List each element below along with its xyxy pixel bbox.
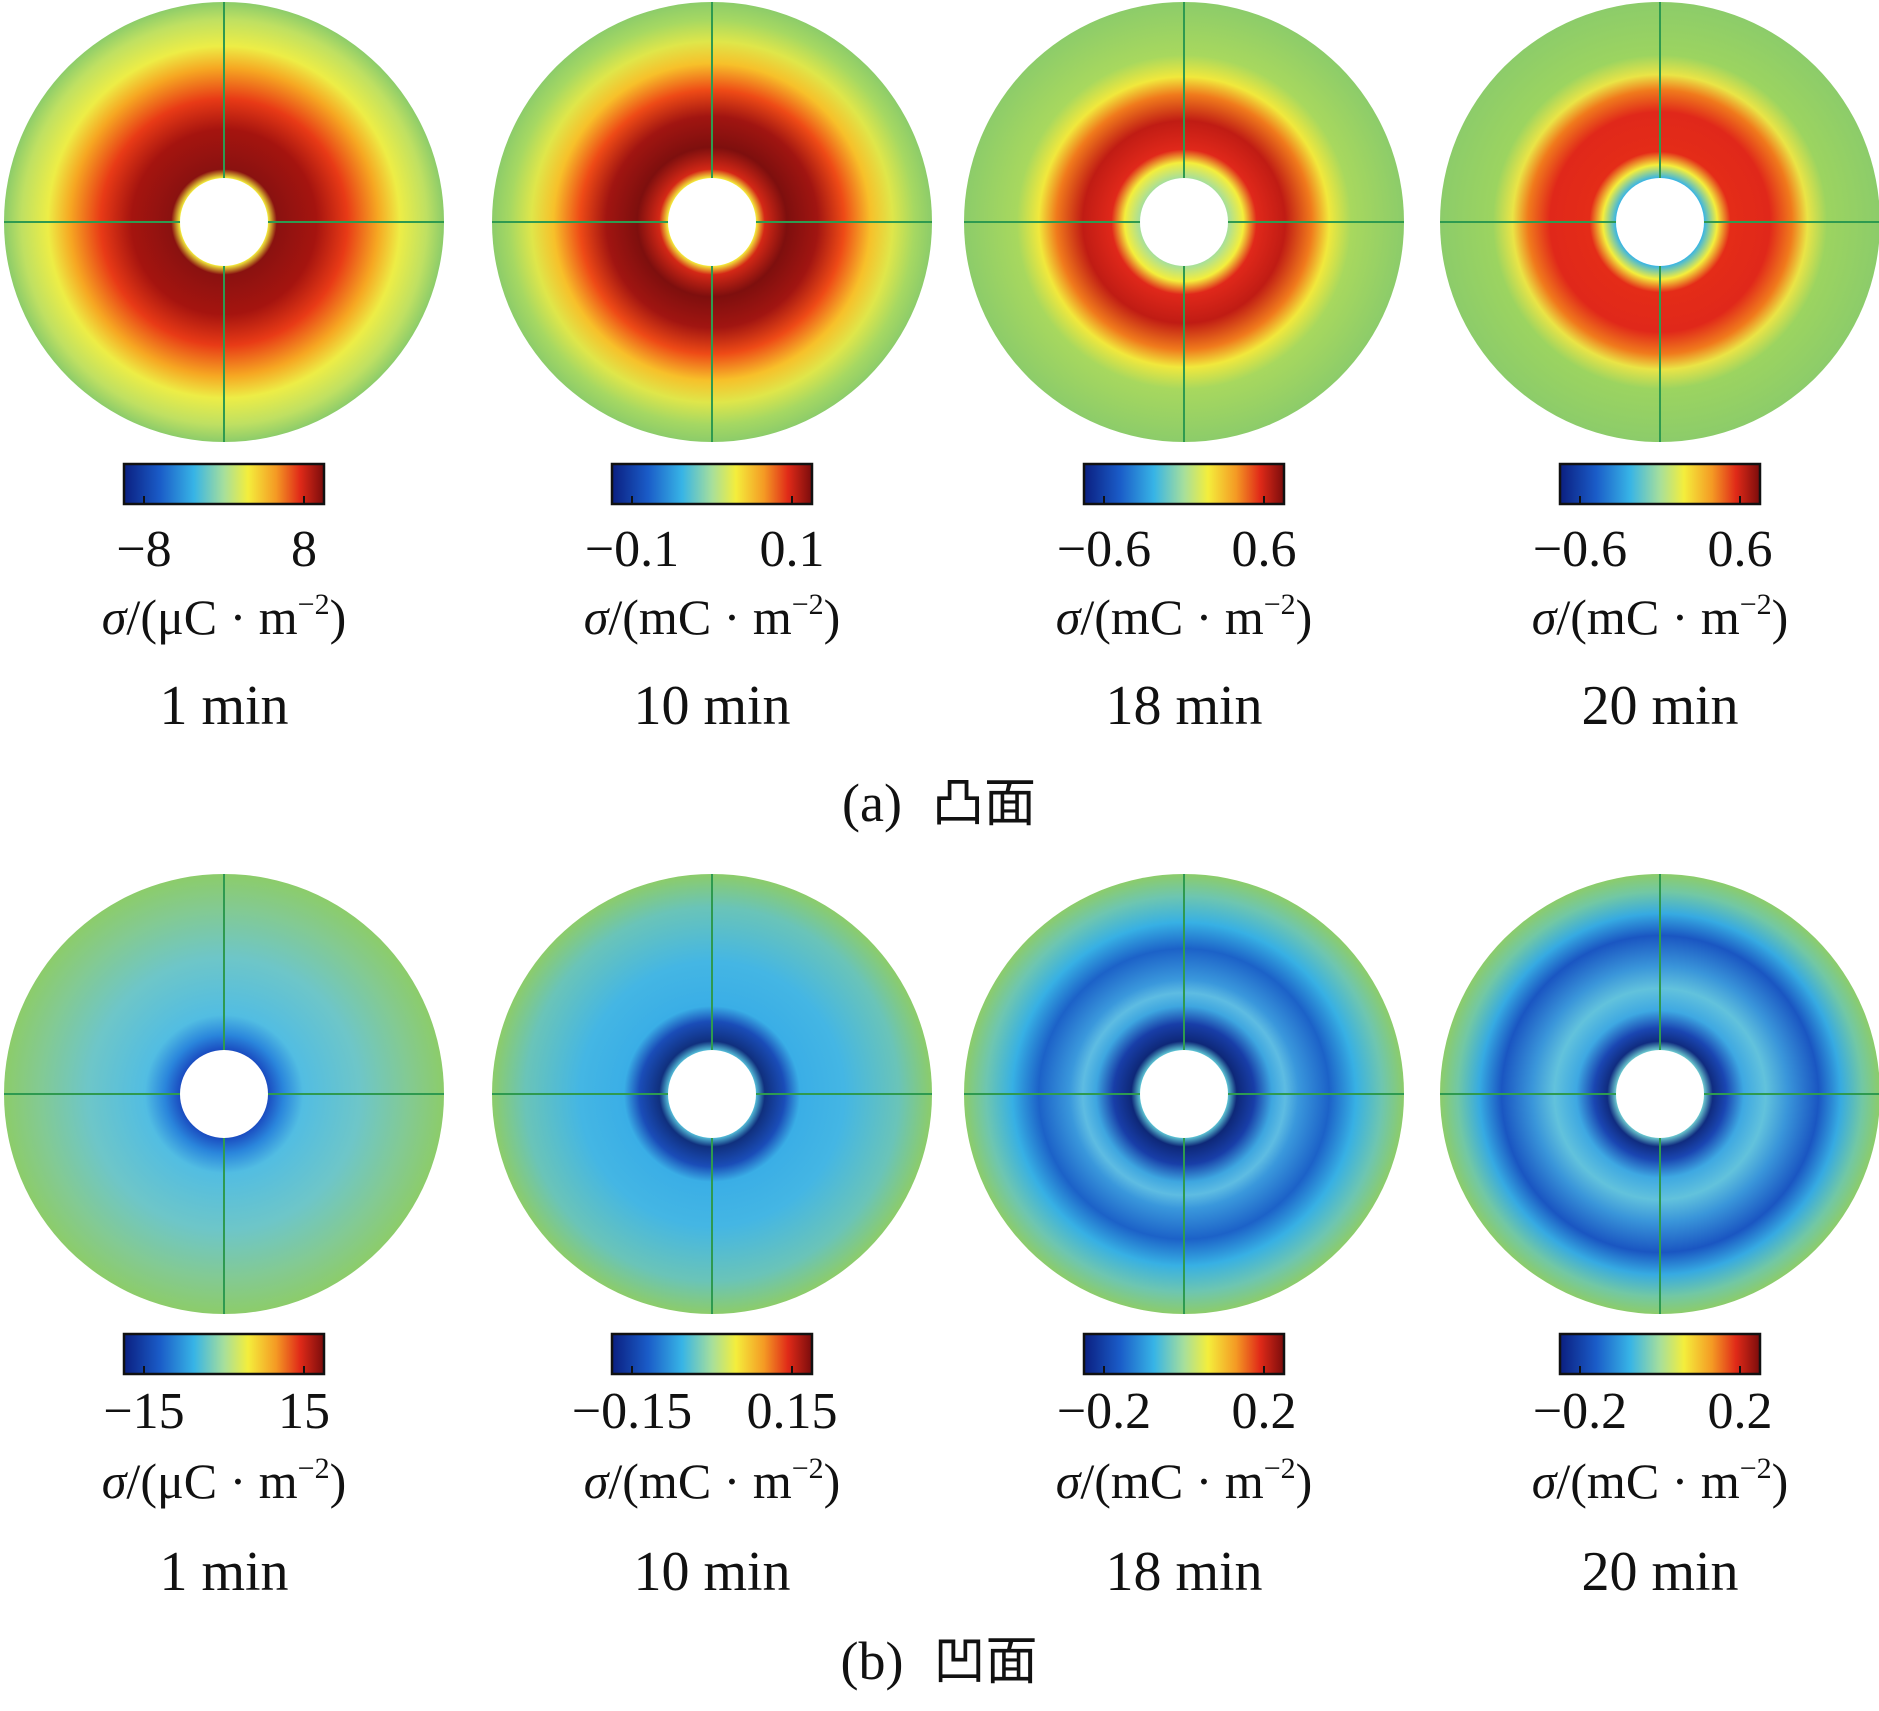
- colorbar-max-label: 0.1: [759, 521, 825, 578]
- colorbar: [1082, 462, 1286, 506]
- colorbar-max-label: 0.6: [1231, 521, 1297, 578]
- panel-a-caption: (a) 凸面: [842, 776, 1036, 830]
- disc-plot-a-3: [964, 2, 1404, 442]
- colorbar-max-label: 0.15: [746, 1383, 838, 1440]
- center-hole: [180, 178, 268, 266]
- time-label: 1 min: [159, 675, 289, 737]
- time-label: 20 min: [1581, 675, 1739, 737]
- colorbar-gradient: [1558, 462, 1762, 506]
- colorbar-gradient: [610, 1332, 814, 1376]
- colorbar-min-label: −0.15: [571, 1383, 693, 1440]
- panel-b-label: (b): [840, 1631, 904, 1691]
- colorbar-unit-label: σ/(mC · m−2): [1055, 588, 1313, 645]
- colorbar-min-label: −0.6: [1056, 521, 1152, 578]
- center-hole: [1140, 178, 1228, 266]
- colorbar-gradient: [610, 462, 814, 506]
- colorbar: [122, 462, 326, 506]
- colorbar-gradient: [122, 462, 326, 506]
- panel-b-caption-text: 凹面: [933, 1632, 1038, 1692]
- center-hole: [668, 1050, 756, 1138]
- colorbar: [1558, 1332, 1762, 1376]
- time-label: 10 min: [633, 675, 791, 737]
- colorbar-max-label: 0.2: [1231, 1383, 1297, 1440]
- colorbar-min-label: −0.2: [1056, 1383, 1152, 1440]
- colorbar-gradient: [1558, 1332, 1762, 1376]
- colorbar: [610, 1332, 814, 1376]
- disc-plot-a-4: [1440, 2, 1879, 442]
- colorbar-min-label: −0.2: [1532, 1383, 1628, 1440]
- colorbar-unit-label: σ/(mC · m−2): [1531, 1452, 1789, 1509]
- colorbar-min-label: −15: [103, 1383, 185, 1440]
- time-label: 18 min: [1105, 1541, 1263, 1603]
- time-label: 18 min: [1105, 675, 1263, 737]
- disc-plot-b-3: [964, 874, 1404, 1314]
- colorbar-unit-label: σ/(μC · m−2): [101, 588, 347, 645]
- colorbar: [1082, 1332, 1286, 1376]
- center-hole: [1616, 178, 1704, 266]
- colorbar-max-label: 8: [291, 521, 317, 578]
- colorbar: [122, 1332, 326, 1376]
- colorbar-min-label: −0.1: [584, 521, 680, 578]
- disc-plot-a-1: [4, 2, 444, 442]
- panel-a-label: (a): [842, 773, 902, 833]
- time-label: 20 min: [1581, 1541, 1739, 1603]
- panel-b-caption: (b) 凹面: [841, 1634, 1038, 1688]
- colorbar-gradient: [1082, 1332, 1286, 1376]
- colorbar-unit-label: σ/(mC · m−2): [1055, 1452, 1313, 1509]
- center-hole: [668, 178, 756, 266]
- disc-plot-b-4: [1440, 874, 1879, 1314]
- disc-plot-b-2: [492, 874, 932, 1314]
- colorbar-unit-label: σ/(mC · m−2): [1531, 588, 1789, 645]
- colorbar: [610, 462, 814, 506]
- colorbar: [1558, 462, 1762, 506]
- disc-plot-a-2: [492, 2, 932, 442]
- colorbar-gradient: [122, 1332, 326, 1376]
- center-hole: [1140, 1050, 1228, 1138]
- colorbar-unit-label: σ/(mC · m−2): [583, 1452, 841, 1509]
- colorbar-unit-label: σ/(mC · m−2): [583, 588, 841, 645]
- colorbar-min-label: −0.6: [1532, 521, 1628, 578]
- center-hole: [1616, 1050, 1704, 1138]
- time-label: 10 min: [633, 1541, 791, 1603]
- time-label: 1 min: [159, 1541, 289, 1603]
- colorbar-unit-label: σ/(μC · m−2): [101, 1452, 347, 1509]
- panel-a-caption-text: 凸面: [931, 774, 1036, 834]
- colorbar-max-label: 0.2: [1707, 1383, 1773, 1440]
- colorbar-max-label: 15: [278, 1383, 330, 1440]
- colorbar-gradient: [1082, 462, 1286, 506]
- colorbar-max-label: 0.6: [1707, 521, 1773, 578]
- colorbar-min-label: −8: [116, 521, 172, 578]
- disc-plot-b-1: [4, 874, 444, 1314]
- center-hole: [180, 1050, 268, 1138]
